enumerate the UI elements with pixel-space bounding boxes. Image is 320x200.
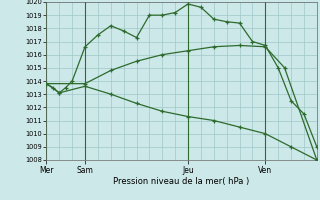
X-axis label: Pression niveau de la mer( hPa ): Pression niveau de la mer( hPa ) bbox=[114, 177, 250, 186]
